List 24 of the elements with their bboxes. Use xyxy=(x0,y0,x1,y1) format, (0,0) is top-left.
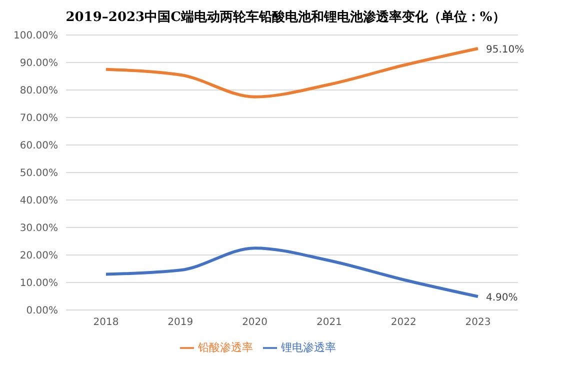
y-tick-label: 70.00% xyxy=(20,113,58,124)
y-tick-label: 100.00% xyxy=(14,30,58,42)
y-tick-label: 60.00% xyxy=(20,140,58,152)
legend-label: 铅酸渗透率 xyxy=(198,341,253,354)
data-label: 95.10% xyxy=(486,44,524,56)
x-tick-label: 2019 xyxy=(168,317,194,328)
y-tick-label: 10.00% xyxy=(20,278,58,290)
x-tick-label: 2021 xyxy=(316,317,342,328)
y-tick-label: 30.00% xyxy=(20,223,58,234)
data-label: 4.90% xyxy=(486,292,518,304)
x-tick-label: 2023 xyxy=(465,317,491,328)
line-series xyxy=(104,246,480,298)
y-tick-label: 50.00% xyxy=(20,168,58,180)
legend-label: 锂电渗透率 xyxy=(281,341,336,354)
x-tick-label: 2022 xyxy=(390,317,416,328)
y-tick-label: 40.00% xyxy=(20,196,58,207)
x-tick-label: 2018 xyxy=(93,317,119,328)
y-tick-label: 20.00% xyxy=(20,250,58,262)
y-tick-label: 80.00% xyxy=(20,86,58,97)
y-tick-label: 0.00% xyxy=(26,306,58,317)
chart-title: 2019–2023中国C端电动两轮车铅酸电池和锂电池渗透率变化（单位：%） xyxy=(64,8,506,26)
line-series xyxy=(104,46,480,98)
x-tick-label: 2020 xyxy=(242,317,268,328)
y-tick-label: 90.00% xyxy=(20,58,58,70)
